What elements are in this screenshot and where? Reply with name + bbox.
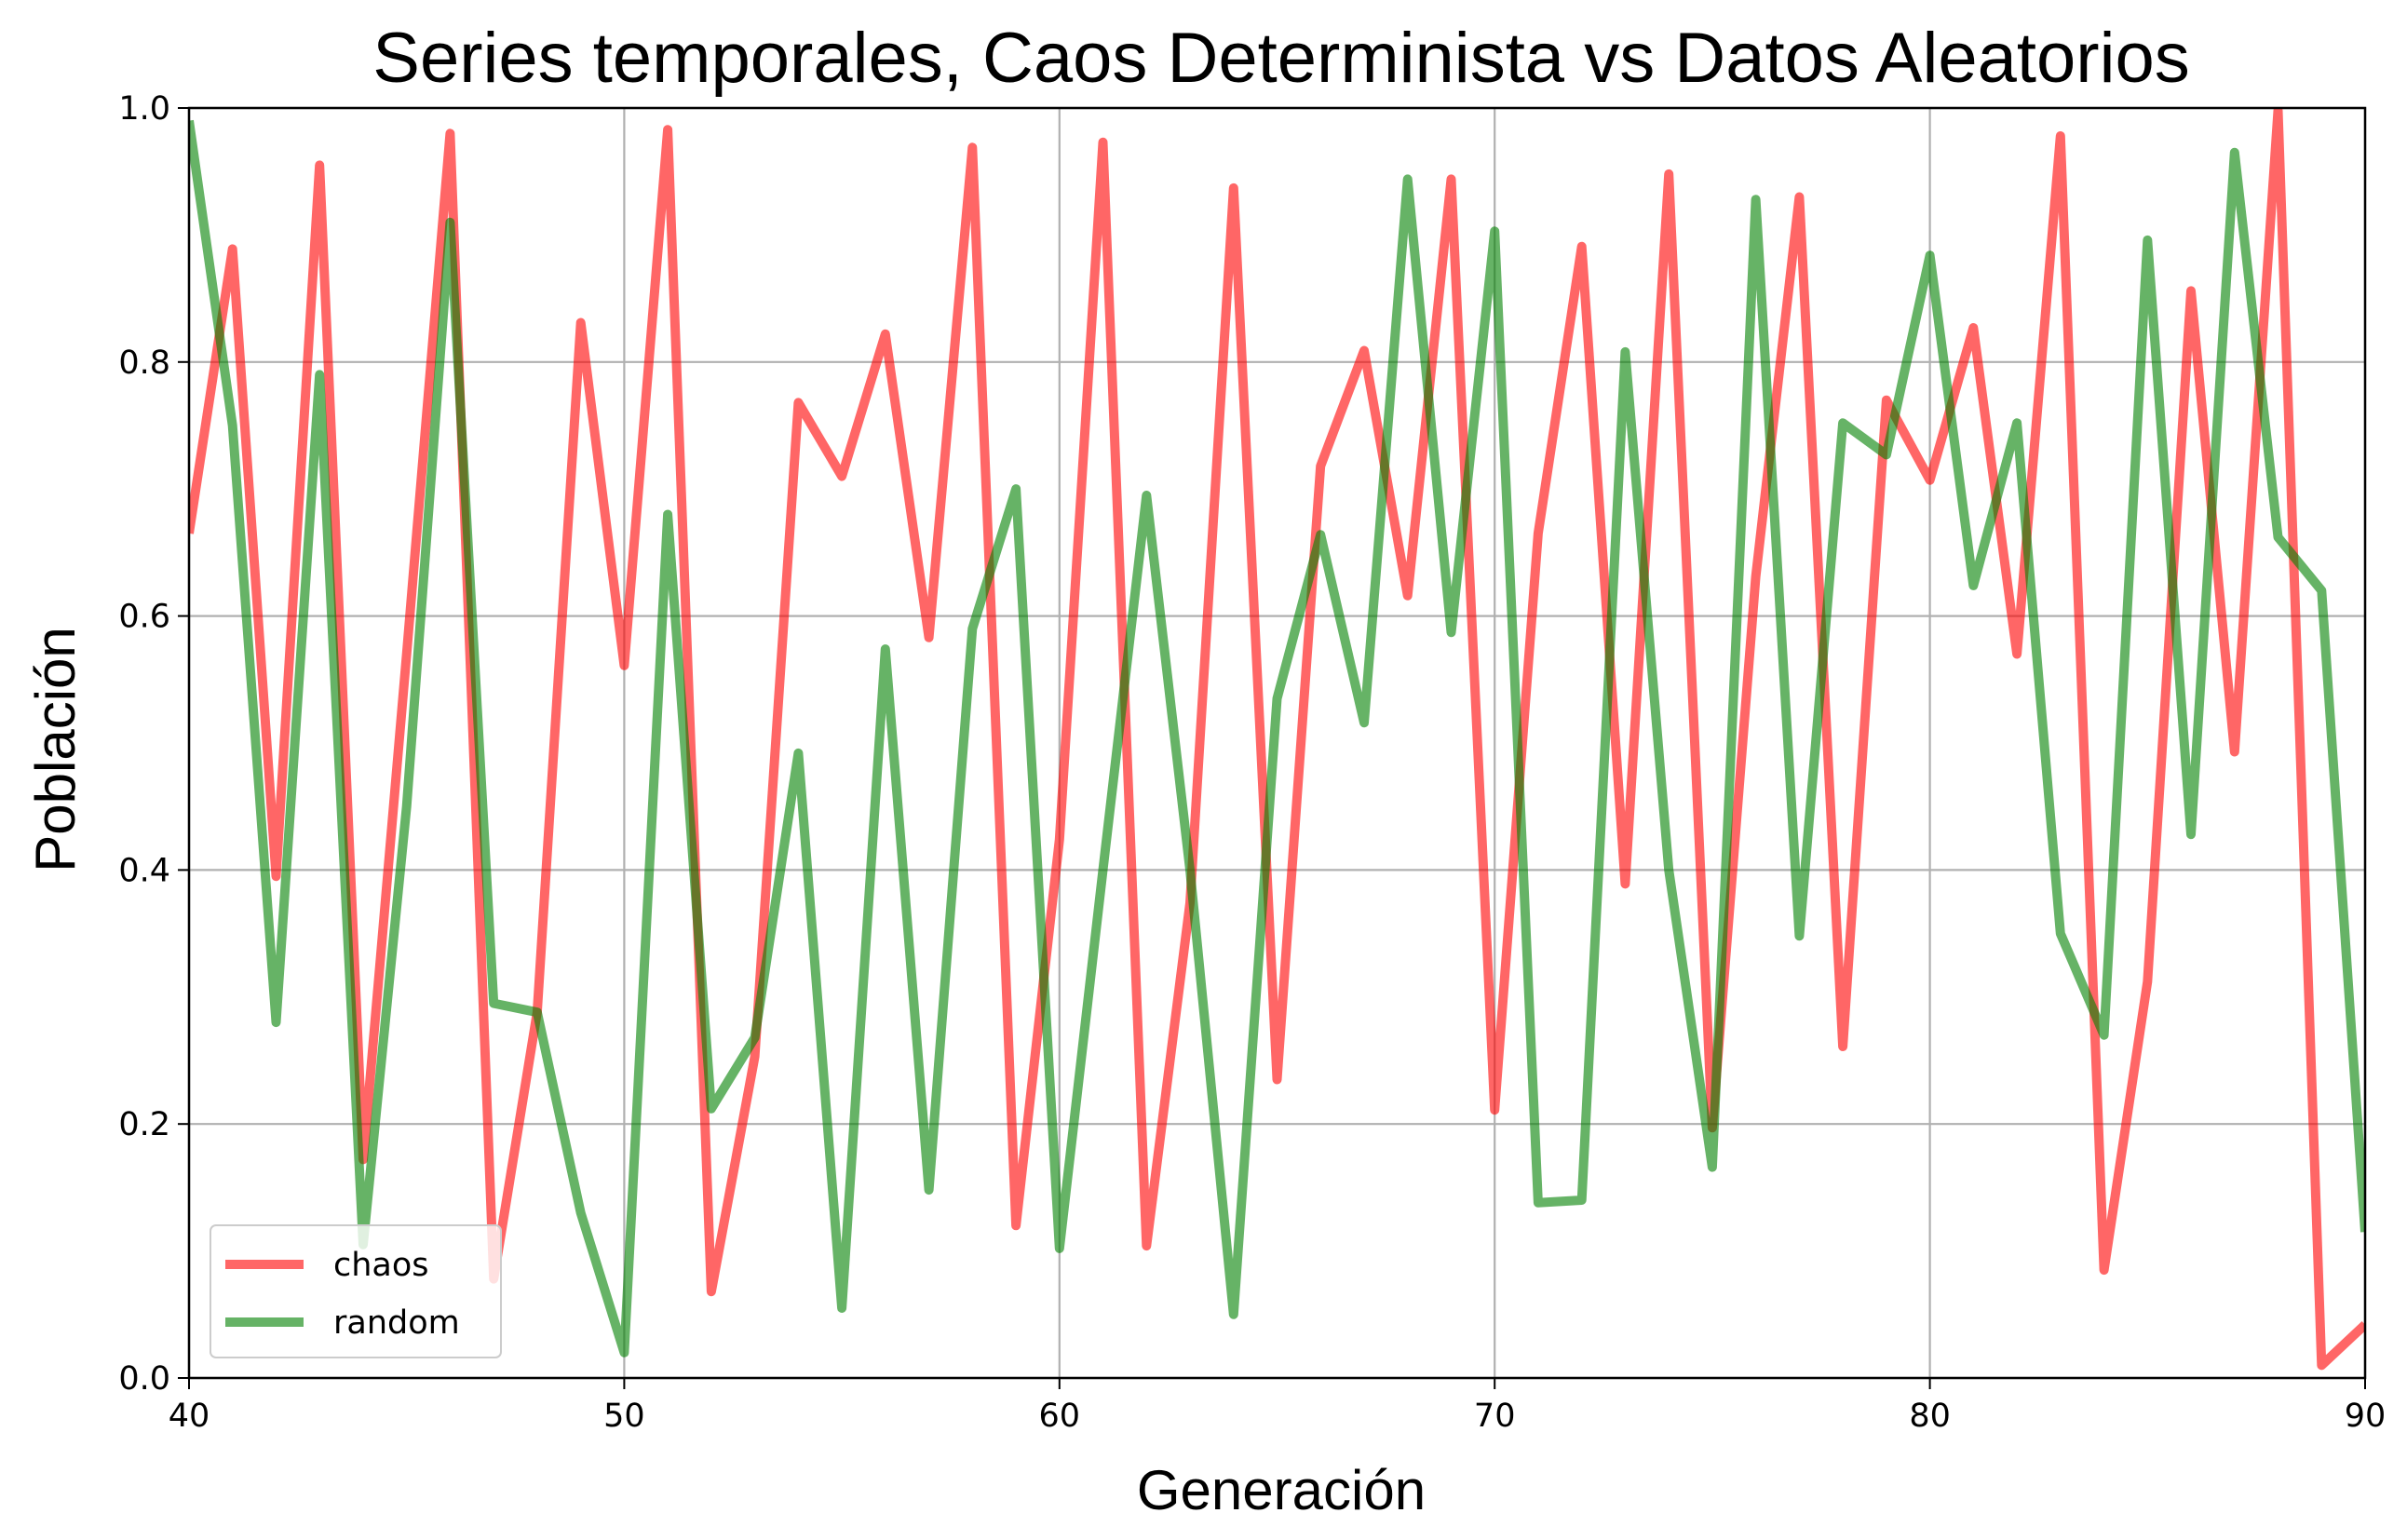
x-tick-label: 80 <box>1909 1398 1951 1435</box>
y-tick-label: 0.4 <box>118 852 170 889</box>
plot-area: 40 50 60 70 80 90 0.0 0.2 0.4 0.6 0.8 1.0 <box>118 90 2386 1435</box>
series-line-random <box>189 119 2365 1358</box>
axis-ticks: 40 50 60 70 80 90 0.0 0.2 0.4 0.6 0.8 1.0 <box>118 90 2386 1435</box>
chart-title: Series temporales, Caos Determinista vs … <box>372 19 2189 98</box>
axes-frame <box>187 106 2367 1380</box>
x-tick-label: 90 <box>2345 1398 2387 1435</box>
y-tick-label: 0.2 <box>118 1106 170 1143</box>
x-tick-label: 60 <box>1039 1398 1081 1435</box>
y-tick-label: 0.0 <box>118 1360 170 1398</box>
x-tick-label: 50 <box>603 1398 645 1435</box>
y-tick-label: 0.6 <box>118 599 170 636</box>
x-tick-label: 70 <box>1474 1398 1516 1435</box>
y-tick-label: 1.0 <box>118 90 170 128</box>
x-axis-label: Generación <box>1137 1459 1426 1521</box>
series-line-chaos <box>189 108 2365 1371</box>
legend-entries: chaos random <box>225 1247 460 1342</box>
legend: chaos random <box>210 1224 502 1358</box>
legend-label-chaos: chaos <box>333 1247 429 1284</box>
y-axis-label: Población <box>24 627 87 872</box>
series-lines <box>189 108 2365 1371</box>
y-tick-label: 0.8 <box>118 344 170 382</box>
legend-label-random: random <box>333 1304 460 1342</box>
x-tick-label: 40 <box>169 1398 210 1435</box>
